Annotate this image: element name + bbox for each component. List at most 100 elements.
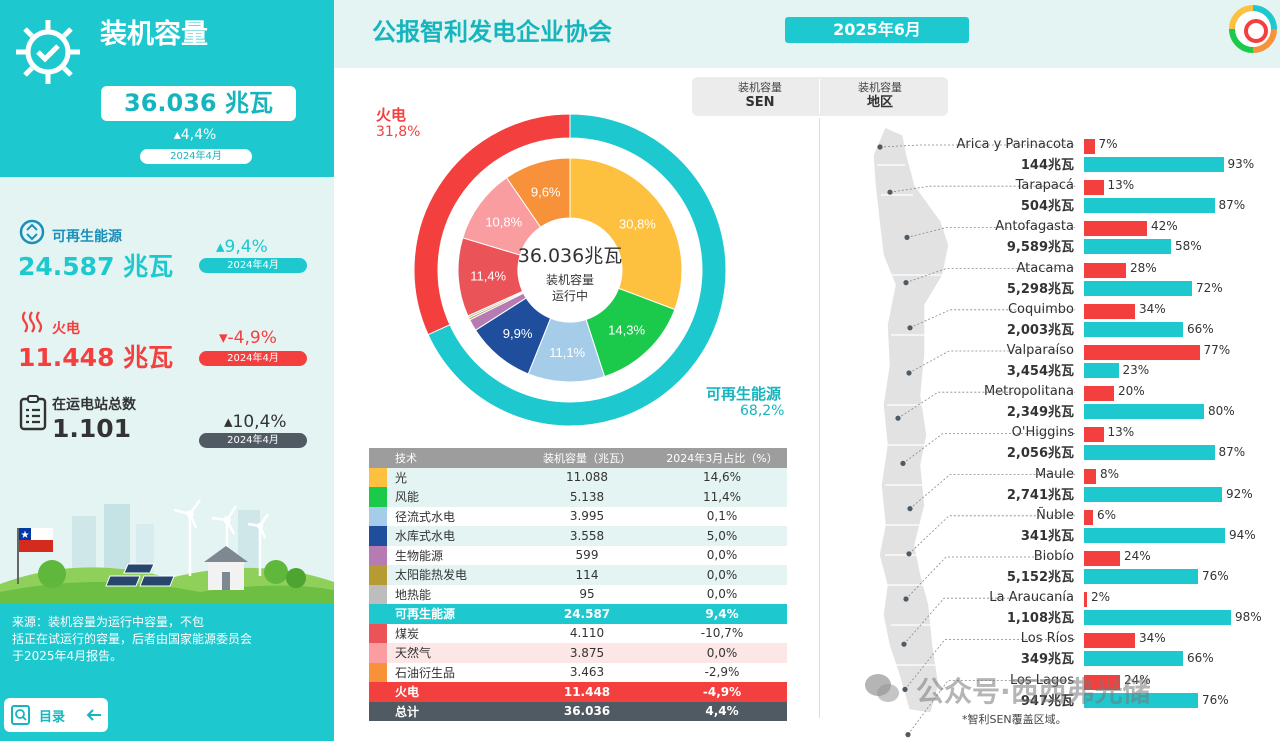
row-share: 0,0% (706, 587, 738, 602)
region-renewable-bar (1084, 404, 1204, 420)
row-capacity: 24.587 (517, 604, 657, 624)
region-renewable-pct: 72% (1196, 280, 1223, 295)
row-capacity: 11.448 (517, 682, 657, 702)
outer-ring-slice (413, 113, 571, 336)
table-row: 可再生能源 24.587 9,4% (369, 604, 787, 624)
region-name: Valparaíso (1006, 343, 1074, 358)
region-renewable-pct: 66% (1187, 321, 1214, 336)
region-capacity: 3,454兆瓦 (1006, 364, 1074, 379)
tab-region-line1: 装机容量 (858, 81, 902, 94)
book-search-icon (11, 705, 30, 725)
row-color-swatch (369, 623, 387, 643)
donut-renewable-pct: 68,2% (740, 403, 785, 419)
table-row: 风能 5.138 11,4% (369, 487, 787, 507)
total-capacity-period: 2024年4月 (140, 149, 252, 164)
region-renewable-pct: 93% (1227, 157, 1255, 171)
region-renewable-pct: 76% (1202, 569, 1229, 583)
table-row: 光 11.088 14,6% (369, 467, 787, 487)
row-tech-name: 太阳能热发电 (387, 565, 517, 585)
row-share: 0,0% (657, 565, 787, 585)
renewable-change: ▴9,4% (216, 237, 268, 257)
watermark-text: 公众号·西西弗光储 (916, 675, 1151, 708)
row-color-swatch (369, 682, 387, 702)
region-name: Ñuble (1036, 507, 1074, 523)
menu-button[interactable]: 目录 (4, 698, 108, 732)
row-tech-name: 总计 (387, 701, 517, 721)
stations-change: ▴10,4% (224, 412, 287, 432)
table-header-share: 2024年3月占比（%） (657, 448, 787, 468)
row-share: -4,9% (657, 682, 787, 702)
region-name: Antofagasta (995, 219, 1074, 235)
row-share: 0,0% (706, 548, 738, 563)
region-capacity: 947兆瓦 (1020, 693, 1074, 709)
region-thermal-pct: 6% (1097, 507, 1117, 522)
row-color-swatch (369, 643, 387, 663)
thermal-period: 2024年4月 (199, 351, 307, 366)
inner-ring-slice-label: 30,8% (619, 216, 656, 231)
row-color-swatch (369, 584, 387, 604)
region-dot (905, 732, 911, 738)
thermal-change: ▾-4,9% (219, 328, 277, 348)
row-share: 14,6% (657, 467, 787, 487)
region-thermal-bar (1084, 180, 1104, 196)
row-capacity: 3.875 (517, 643, 657, 663)
tab-region[interactable]: 装机容量 地区 (820, 80, 940, 110)
table-row: 火电 11.448 -4,9% (369, 682, 787, 702)
source-line: 于2025年4月报告。 (12, 649, 123, 663)
thermal-label: 火电 (52, 321, 80, 337)
region-thermal-bar (1084, 427, 1104, 443)
region-thermal-pct: 8% (1100, 466, 1120, 481)
total-capacity-change: ▴4,4% (173, 127, 217, 143)
region-name: Tarapacá (1015, 178, 1074, 194)
total-capacity-value: 36.036 兆瓦 (101, 86, 296, 121)
inner-ring-slice-label: 9,6% (531, 185, 561, 200)
menu-label: 目录 (39, 710, 66, 725)
table-row: 水库式水电 3.558 5,0% (369, 526, 787, 546)
region-name: Atacama (1016, 260, 1074, 276)
row-color-swatch (369, 487, 387, 507)
table-header-capacity: 装机容量（兆瓦） (517, 448, 657, 468)
donut-thermal-label: 火电 (376, 106, 407, 124)
view-tabs: 装机容量 SEN 装机容量 地区 (692, 77, 948, 116)
row-tech-name: 石油衍生品 (395, 665, 456, 680)
row-color-swatch (369, 545, 387, 565)
region-thermal-bar (1084, 592, 1087, 608)
row-tech-name: 径流式水电 (395, 509, 456, 524)
region-renewable-bar (1084, 486, 1222, 502)
clipboard-icon (19, 395, 47, 431)
row-tech-name: 火电 (387, 682, 517, 702)
region-thermal-pct: 2% (1091, 590, 1111, 605)
renewable-period: 2024年4月 (199, 258, 307, 273)
table-row: 总计 36.036 4,4% (369, 701, 787, 721)
row-capacity: 3.463 (569, 665, 605, 680)
region-thermal-pct: 24% (1124, 549, 1151, 563)
region-thermal-bar (1084, 345, 1200, 360)
stations-period: 2024年4月 (199, 433, 307, 448)
region-name: Los Lagos (1009, 672, 1074, 688)
region-renewable-pct: 23% (1122, 363, 1150, 377)
table-row: 煤炭 4.110 -10,7% (369, 623, 787, 643)
region-renewable-bar (1084, 321, 1183, 337)
arrow-left-icon (86, 709, 101, 721)
source-line: 来源：装机容量为运行中容量，不包 (12, 615, 205, 629)
tab-sen[interactable]: 装机容量 SEN (700, 80, 820, 110)
row-tech-name: 水库式水电 (387, 526, 517, 546)
region-thermal-bar (1084, 139, 1095, 154)
donut-center-line2: 运行中 (552, 288, 588, 303)
region-thermal-bar (1084, 674, 1120, 690)
inner-ring-slice-label: 14,3% (608, 322, 645, 337)
region-thermal-pct: 42% (1151, 219, 1178, 234)
region-renewable-bar (1084, 651, 1183, 667)
row-share: 11,4% (657, 487, 787, 507)
region-thermal-bar (1084, 262, 1126, 278)
row-share: 4,4% (657, 701, 787, 721)
region-capacity: 2,003兆瓦 (1006, 322, 1074, 338)
renewable-landscape-illustration (0, 499, 334, 610)
region-renewable-pct: 94% (1229, 527, 1256, 542)
donut-center (518, 218, 622, 322)
row-capacity: 11.088 (517, 467, 657, 487)
row-tech-name: 天然气 (387, 643, 517, 663)
inner-ring-slice-label: 10,8% (485, 215, 522, 230)
map-footnote: *智利SEN覆盖区域。 (962, 713, 1067, 726)
row-color-swatch (369, 565, 387, 585)
